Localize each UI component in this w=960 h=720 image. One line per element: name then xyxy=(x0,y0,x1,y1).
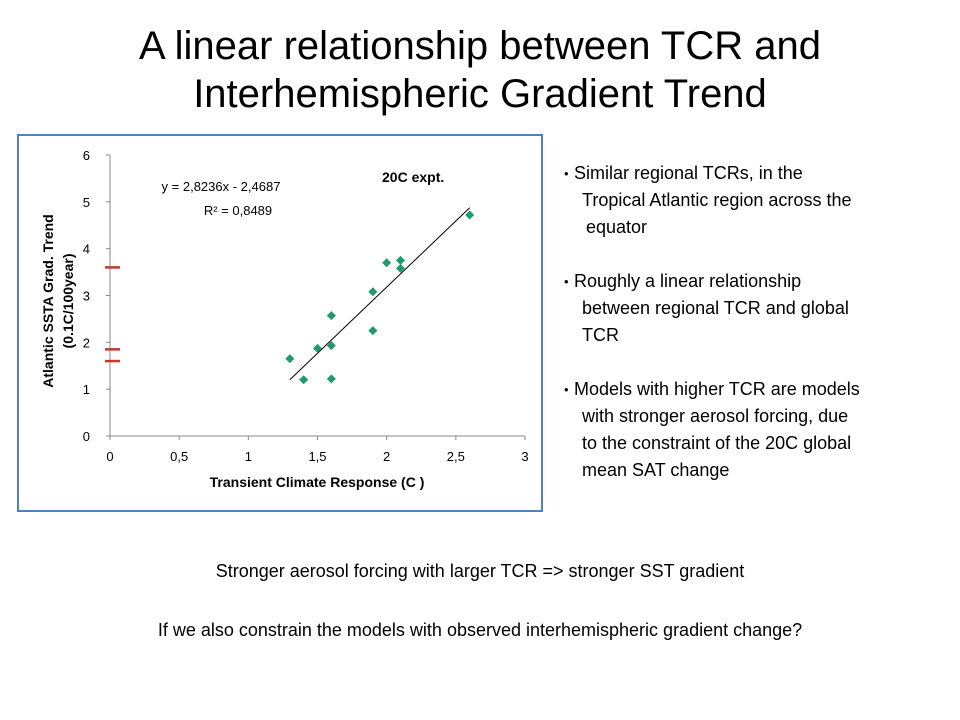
data-point xyxy=(285,354,295,364)
bullet-item: Similar regional TCRs, in the Tropical A… xyxy=(564,160,954,241)
experiment-annotation: 20C expt. xyxy=(382,169,444,185)
x-tick-label: 0,5 xyxy=(170,449,188,464)
data-point xyxy=(382,258,392,268)
y-axis-title-line-1: Atlantic SSTA Grad. Trend xyxy=(40,214,56,387)
y-tick-label: 3 xyxy=(83,289,90,304)
title-line-2: Interhemispheric Gradient Trend xyxy=(193,72,767,116)
bullet-list: Similar regional TCRs, in the Tropical A… xyxy=(564,160,954,511)
bullet-line: Similar regional TCRs, in the xyxy=(574,163,803,183)
title-line-1: A linear relationship between TCR and xyxy=(139,24,821,68)
bullet-item: Roughly a linear relationship between re… xyxy=(564,268,954,349)
y-tick-label: 6 xyxy=(83,148,90,163)
x-tick-label: 0 xyxy=(106,449,113,464)
slide-title: A linear relationship between TCR and In… xyxy=(0,22,960,118)
x-tick-label: 1,5 xyxy=(308,449,326,464)
bullet-line: Models with higher TCR are models xyxy=(574,379,860,399)
axes xyxy=(109,155,525,437)
data-point xyxy=(326,374,336,384)
trendline xyxy=(289,207,471,381)
data-point xyxy=(299,375,309,385)
data-point xyxy=(396,255,405,265)
data-point xyxy=(368,326,378,336)
equation-label: y = 2,8236x - 2,4687 xyxy=(162,179,281,194)
y-tick-label: 0 xyxy=(83,429,90,444)
data-point xyxy=(465,210,475,220)
y-axis-title-line-2: (0.1C/100year) xyxy=(60,254,76,349)
scatter-chart: 0 0,5 1 1,5 2 2,5 3 0 1 2 3 4 5 6 y = 2,8236x - 2,468… xyxy=(40,148,529,490)
bullet-line: between regional TCR and global xyxy=(582,298,849,318)
bullet-line: Tropical Atlantic region across the xyxy=(582,190,852,210)
data-points xyxy=(285,210,475,385)
y-tick-label: 5 xyxy=(83,195,90,210)
bullet-line: TCR xyxy=(582,325,619,345)
bullet-line: to the constraint of the 20C global xyxy=(582,433,852,453)
y-tick-label: 4 xyxy=(83,242,90,257)
data-point xyxy=(313,343,322,353)
observation-marks xyxy=(105,266,120,363)
data-point xyxy=(368,287,378,297)
y-tick-label: 1 xyxy=(83,382,90,397)
x-tick-label: 2 xyxy=(383,449,390,464)
data-point xyxy=(326,311,336,321)
data-point xyxy=(326,341,336,351)
y-tick-label: 2 xyxy=(83,335,90,350)
bullet-line: Roughly a linear relationship xyxy=(574,271,802,291)
x-tick-label: 2,5 xyxy=(447,449,465,464)
bullet-item: Models with higher TCR are models with s… xyxy=(564,376,954,484)
chart-frame: 0 0,5 1 1,5 2 2,5 3 0 1 2 3 4 5 6 y = 2,8236x - 2,468… xyxy=(17,134,543,512)
x-tick-label: 1 xyxy=(245,449,252,464)
bullet-line: equator xyxy=(586,217,648,237)
conclusion-text: Stronger aerosol forcing with larger TCR… xyxy=(215,561,745,581)
tick-labels: 0 0,5 1 1,5 2 2,5 3 0 1 2 3 4 5 6 xyxy=(83,148,529,464)
bullet-line: mean SAT change xyxy=(582,460,730,480)
question-text: If we also constrain the models with obs… xyxy=(157,620,803,640)
data-point xyxy=(396,263,405,273)
r-squared-label: R² = 0,8489 xyxy=(204,203,272,218)
x-tick-label: 3 xyxy=(521,449,528,464)
trendline-group xyxy=(289,207,471,381)
x-axis-title: Transient Climate Response (C ) xyxy=(210,474,425,490)
bullet-line: with stronger aerosol forcing, due xyxy=(582,406,849,426)
